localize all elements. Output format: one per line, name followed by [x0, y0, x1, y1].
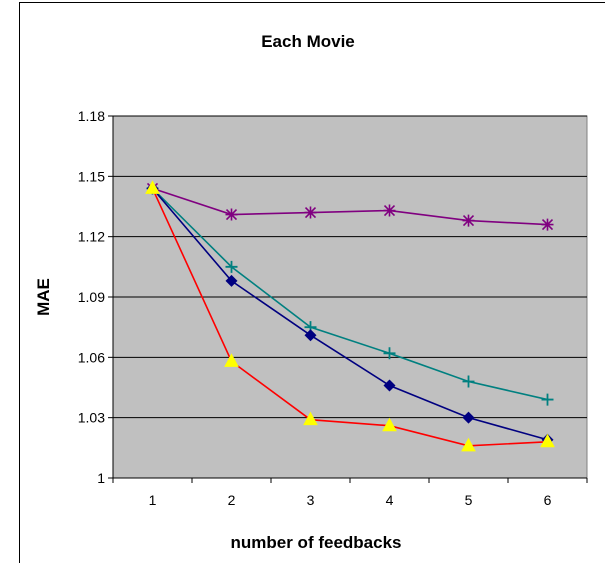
- series-line-plus: [151, 187, 548, 401]
- asterisk-marker: [304, 206, 317, 219]
- chart-title: Each Movie: [261, 32, 355, 51]
- asterisk-marker: [225, 208, 238, 221]
- diamond-marker: [304, 329, 317, 342]
- y-tick-label: 1.12: [78, 229, 105, 245]
- triangle-marker: [540, 433, 555, 448]
- asterisk-marker: [383, 204, 396, 217]
- y-tick-label: 1.03: [78, 410, 105, 426]
- x-axis-title: number of feedbacks: [231, 533, 402, 552]
- y-tick-label: 1.15: [78, 168, 105, 184]
- asterisk-marker: [462, 214, 475, 227]
- triangle-marker: [382, 417, 397, 432]
- diamond-marker: [383, 379, 396, 392]
- series-line-triangle: [151, 188, 548, 447]
- x-tick-label: 4: [386, 492, 394, 508]
- x-tick-label: 2: [228, 492, 236, 508]
- y-tick-label: 1.09: [78, 289, 105, 305]
- plus-marker: [541, 393, 554, 406]
- triangle-marker: [303, 411, 318, 426]
- triangle-marker: [224, 353, 239, 367]
- plus-marker: [225, 260, 238, 273]
- series-line-asterisk: [152, 187, 548, 226]
- triangle-marker: [145, 180, 160, 194]
- y-tick-label: 1: [97, 470, 105, 486]
- chart-frame: [19, 2, 605, 563]
- plot-area: 1 1.03 1.06 1.09 1.12 1.15 1.18 1 2 3 4 5 6: [78, 108, 588, 508]
- x-tick-label: 1: [149, 492, 157, 508]
- asterisk-marker: [541, 218, 554, 231]
- diamond-marker: [225, 274, 238, 287]
- triangle-marker: [461, 437, 476, 452]
- x-tick-label: 3: [307, 492, 315, 508]
- y-tick-label: 1.18: [78, 108, 105, 124]
- y-axis-title: MAE: [34, 278, 53, 316]
- x-tick-label: 5: [465, 492, 473, 508]
- plus-marker: [383, 347, 396, 360]
- diamond-marker: [462, 411, 475, 424]
- series-line-diamond: [151, 187, 548, 441]
- plus-marker: [462, 375, 475, 388]
- y-tick-label: 1.06: [78, 349, 105, 365]
- x-tick-label: 6: [544, 492, 552, 508]
